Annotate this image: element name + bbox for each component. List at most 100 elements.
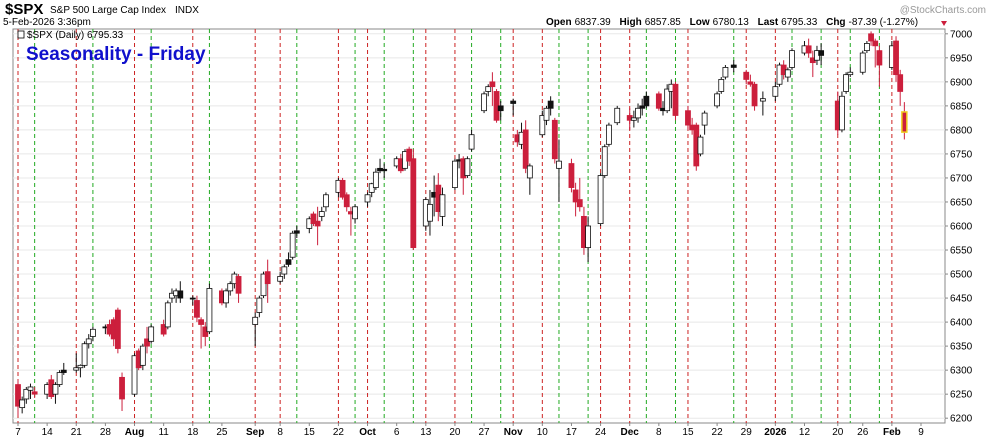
- candle: [543, 105, 550, 126]
- candle-body: [572, 189, 579, 203]
- candle-body: [256, 297, 263, 313]
- candle-body: [90, 328, 96, 337]
- candle-body: [427, 203, 433, 222]
- candle-body: [235, 276, 242, 294]
- y-tick-label: 6950: [950, 53, 973, 64]
- x-tick-label: Oct: [359, 427, 376, 438]
- chg-label: Chg: [826, 17, 845, 28]
- candle: [73, 353, 80, 373]
- candle: [606, 122, 612, 147]
- x-tick-label: 12: [799, 427, 811, 438]
- candle: [148, 324, 155, 344]
- y-tick-label: 6350: [950, 342, 973, 353]
- candle-body: [52, 384, 59, 395]
- candle-body: [868, 33, 874, 42]
- x-tick-label: 15: [304, 427, 316, 438]
- x-tick-label: 10: [537, 427, 549, 438]
- candle: [364, 192, 371, 207]
- x-tick-label: 11: [158, 427, 169, 438]
- candle: [664, 84, 671, 114]
- candle: [522, 120, 529, 174]
- candle: [876, 45, 883, 87]
- chg-value: -87.39 (-1.27%): [849, 17, 918, 28]
- candle-body: [556, 160, 562, 169]
- candle-body: [697, 136, 704, 155]
- y-tick-label: 6400: [950, 318, 973, 329]
- candle: [859, 50, 866, 75]
- candle-body: [144, 338, 150, 347]
- y-tick-label: 6600: [950, 222, 973, 233]
- y-tick-label: 6850: [950, 101, 973, 112]
- candle: [772, 81, 779, 102]
- candle-body: [510, 100, 517, 104]
- y-tick-label: 6650: [950, 197, 973, 208]
- candle-body: [194, 300, 200, 318]
- candle-body: [547, 100, 554, 109]
- candle-body: [718, 79, 725, 92]
- candle: [685, 105, 691, 130]
- candle-body: [381, 168, 388, 172]
- candle: [697, 134, 704, 157]
- candle-body: [364, 194, 371, 203]
- candle-body: [839, 95, 845, 131]
- x-tick-label: 14: [42, 427, 54, 438]
- exchange: INDX: [175, 5, 199, 16]
- x-tick-label: 9: [918, 427, 924, 438]
- candle-body: [56, 372, 63, 385]
- candle-body: [730, 64, 737, 68]
- symbol: $SPX: [5, 1, 43, 18]
- candle: [614, 105, 621, 126]
- candle-body: [119, 376, 125, 400]
- candle-body: [843, 74, 849, 92]
- candle: [722, 65, 729, 80]
- candle-body: [339, 179, 346, 198]
- x-tick-label: 28: [100, 427, 112, 438]
- candle-body: [410, 158, 417, 249]
- candle-body: [23, 388, 30, 400]
- candle: [701, 110, 708, 135]
- candle: [85, 334, 92, 349]
- candle-body: [539, 115, 546, 136]
- candle-body: [655, 93, 662, 109]
- x-tick-label: 25: [216, 427, 228, 438]
- candle-body: [747, 81, 754, 85]
- candle-body: [872, 40, 879, 47]
- candle: [198, 317, 204, 349]
- candle-body: [901, 111, 908, 133]
- candle: [318, 206, 325, 222]
- candle: [264, 259, 271, 303]
- candle: [372, 168, 379, 190]
- candle: [572, 182, 579, 217]
- x-tick-label: Nov: [504, 427, 523, 438]
- legend-label: $SPX (Daily) 6795.33: [27, 30, 124, 41]
- candle: [223, 288, 229, 308]
- last-value: 6795.33: [781, 17, 818, 28]
- candle-body: [468, 134, 475, 150]
- candle: [15, 379, 21, 416]
- x-tick-label: Sep: [246, 427, 264, 438]
- candle: [119, 372, 125, 411]
- candle: [368, 182, 375, 198]
- low-value: 6780.13: [713, 17, 750, 28]
- candle: [310, 211, 317, 226]
- x-tick-label: 22: [712, 427, 724, 438]
- y-axis: 6200 6250 6300 6350 6400 6450 6500 6550 6600 6650…: [945, 29, 973, 425]
- candle-body: [310, 213, 317, 224]
- candle-body: [15, 384, 21, 407]
- candle-body: [264, 271, 271, 285]
- candle-body: [293, 230, 300, 234]
- x-tick-label: 20: [832, 427, 844, 438]
- candle-body: [260, 273, 267, 297]
- candle: [510, 98, 517, 116]
- candle-body: [19, 399, 26, 409]
- candle: [235, 274, 242, 303]
- candle: [481, 91, 487, 114]
- candle-body: [189, 297, 196, 300]
- candle-body: [281, 266, 288, 275]
- candle-body: [206, 288, 213, 333]
- candle: [485, 84, 492, 97]
- candle: [868, 31, 874, 46]
- candle: [27, 383, 34, 399]
- y-tick-label: 7000: [950, 29, 973, 40]
- candle-body: [343, 194, 350, 208]
